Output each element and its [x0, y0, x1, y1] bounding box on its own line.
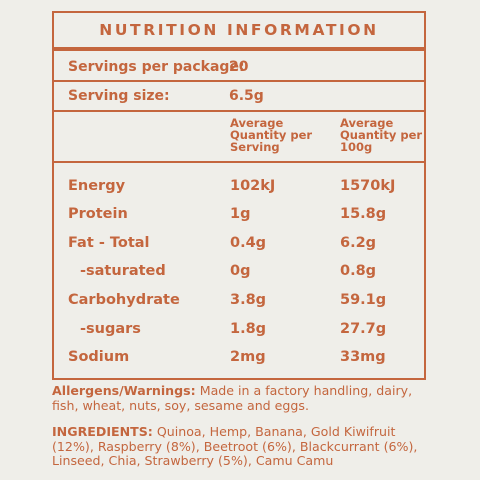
per100-value: 1570kJ	[340, 178, 396, 194]
servings-value: 20	[229, 59, 249, 75]
serving-size-value: 6.5g	[229, 88, 264, 104]
per100-value: 6.2g	[340, 235, 377, 251]
divider	[54, 110, 424, 112]
serving-value: 1.8g	[230, 321, 267, 337]
per100-value: 15.8g	[340, 206, 387, 222]
serving-value: 102kJ	[230, 178, 276, 194]
nutrient-label: Sodium	[68, 349, 130, 365]
panel-title: NUTRITION INFORMATION	[99, 21, 379, 39]
ingredients-text: Quinoa, Hemp, Banana, Gold Kiwifruit (12…	[52, 424, 418, 468]
nutrient-label: Fat - Total	[68, 235, 150, 251]
per100-value: 33mg	[340, 349, 386, 365]
col-header-serving: Average Quantity per Serving	[230, 116, 313, 154]
per100-value: 0.8g	[340, 263, 377, 279]
col-header-100g: Average Quantity per 100g	[340, 116, 423, 154]
per100-value: 27.7g	[340, 321, 387, 337]
serving-value: 3.8g	[230, 292, 267, 308]
serving-value: 0g	[230, 263, 251, 279]
allergens-text: Made in a factory handling, dairy, fish,…	[52, 383, 413, 413]
servings-label: Servings per package:	[68, 59, 245, 75]
nutrient-label: -sugars	[80, 321, 141, 337]
divider	[54, 80, 424, 82]
divider	[54, 161, 424, 163]
per100-value: 59.1g	[340, 292, 387, 308]
serving-size-label: Serving size:	[68, 88, 170, 104]
serving-value: 1g	[230, 206, 251, 222]
nutrition-panel: NUTRITION INFORMATION Servings per packa…	[52, 0, 426, 480]
ingredients-label: INGREDIENTS:	[52, 424, 153, 439]
nutrient-label: Protein	[68, 206, 128, 222]
nutrient-label: -saturated	[80, 263, 166, 279]
nutrient-label: Energy	[68, 178, 126, 194]
serving-value: 2mg	[230, 349, 266, 365]
ingredients-paragraph: INGREDIENTS: Quinoa, Hemp, Banana, Gold …	[52, 424, 424, 469]
allergens-paragraph: Allergens/Warnings: Made in a factory ha…	[52, 383, 424, 413]
nutrient-label: Carbohydrate	[68, 292, 180, 308]
notes-section: Allergens/Warnings: Made in a factory ha…	[52, 383, 424, 469]
allergens-label: Allergens/Warnings:	[52, 383, 196, 398]
nutrition-table: Servings per package: 20 Serving size: 6…	[52, 49, 426, 380]
serving-value: 0.4g	[230, 235, 267, 251]
title-box: NUTRITION INFORMATION	[52, 11, 426, 49]
